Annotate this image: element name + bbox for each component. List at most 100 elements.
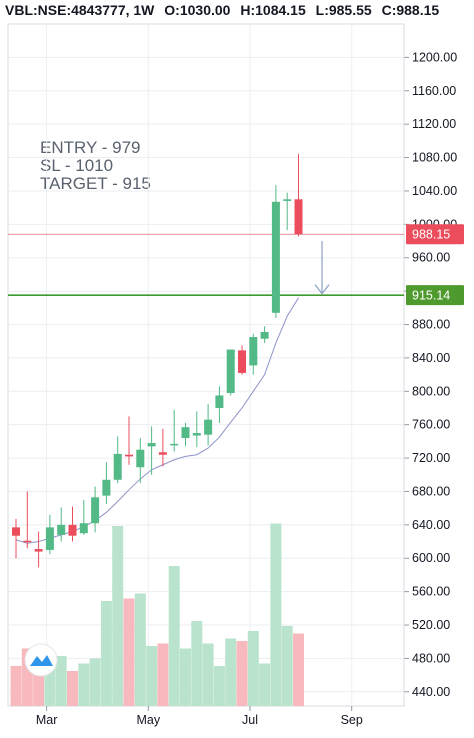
entry-annotation: ENTRY - 979 [40,138,141,157]
y-tick-label: 1160.00 [412,84,456,98]
stop-loss-annotation: SL - 1010 [40,156,114,175]
candle-body [294,199,303,235]
y-tick-label: 640.00 [412,518,450,532]
candle-body [136,449,145,468]
candle-body [45,527,54,550]
volume-bar [180,648,191,706]
badge-bg [406,224,464,245]
x-tick-label: Sep [341,713,363,727]
volume-bar [100,601,112,706]
low-value: 985.55 [328,2,372,18]
volume-bar [293,633,304,706]
low-label: L: [315,2,329,18]
candle-up [249,333,258,375]
y-tick-label: 760.00 [412,418,450,432]
candle-up [271,185,280,318]
candle-body [181,427,190,439]
volume-bar [21,648,33,706]
close-value: 988.15 [396,2,440,18]
y-tick-label: 1040.00 [412,184,457,198]
volume-bar [112,526,124,706]
candle-down [34,531,43,568]
close-label: C: [381,2,397,18]
candle-body [204,419,213,435]
candle-body [271,201,280,313]
logo-circle [24,643,58,677]
candle-body [226,349,235,393]
candle-up [102,462,111,504]
y-tick-label: 720.00 [412,451,450,465]
candle-body [34,549,43,552]
candle-up [283,192,292,231]
volume-bar [134,593,146,706]
candle-up [204,403,213,446]
volume-bar [259,663,271,706]
moving-average-line [15,297,299,544]
y-tick-label: 480.00 [412,651,450,665]
volume-bar [10,666,22,706]
candle-body [23,540,32,543]
candle-body [113,453,122,480]
candle-up [136,438,145,484]
y-tick-label: 680.00 [412,484,450,498]
volume-bar [191,621,203,706]
candle-down [125,416,133,465]
y-tick-label: 560.00 [412,585,450,599]
volume-bar [225,638,237,706]
y-tick-label: 800.00 [412,384,450,398]
plot-frame [7,23,405,707]
candle-body [170,443,179,446]
candle-up [79,499,88,535]
candle-body [125,454,133,457]
volume-bar [281,626,293,706]
x-tick-label: Mar [36,713,58,727]
volume-bar [213,666,225,706]
x-tick-label: Jul [242,713,258,727]
high-value: 1084.15 [255,2,306,18]
volume-bar [247,631,259,706]
candle-body [91,497,100,524]
volume-bar [67,671,78,706]
candle-down [68,506,77,542]
candle-up [91,486,100,533]
candle-up [113,436,122,484]
candle-down [12,519,20,559]
volume-bar [89,658,101,706]
y-tick-label: 840.00 [412,351,450,365]
candle-body [283,199,292,201]
open-value: 1030.00 [179,2,231,18]
badge-bg [406,285,464,306]
y-tick-label: 1200.00 [412,50,457,64]
candle-body [249,337,258,366]
candle-up [181,423,190,447]
candle-down [158,428,167,467]
candle-body [57,524,66,535]
y-tick-label: 1080.00 [412,151,457,165]
high-label: H: [240,2,256,18]
candle-up [260,326,269,343]
volume-bar [55,656,67,706]
candle-up [170,409,179,452]
y-tick-label: 1120.00 [412,117,456,131]
x-tick-label: May [136,713,160,727]
candle-body [238,350,246,373]
logo-shape [30,655,53,666]
badge-label: 915.14 [412,289,450,303]
y-tick-label: 440.00 [412,685,450,699]
candle-down [294,154,303,237]
volume-bar [78,663,90,706]
y-tick-label: 600.00 [412,551,450,565]
symbol-label: VBL:NSE:4843777, 1W [5,2,155,18]
volume-bar [44,656,56,706]
volume-bar [168,566,180,706]
candle-down [238,345,246,375]
volume-bar [202,643,214,706]
target-price-badge: 915.14 [406,285,464,306]
chart-header: VBL:NSE:4843777, 1W O:1030.00 H:1084.15 … [5,2,439,18]
candle-body [158,452,167,455]
candle-body [12,527,20,536]
candle-up [192,411,201,448]
volume-bar [146,646,158,706]
candle-body [192,433,201,436]
